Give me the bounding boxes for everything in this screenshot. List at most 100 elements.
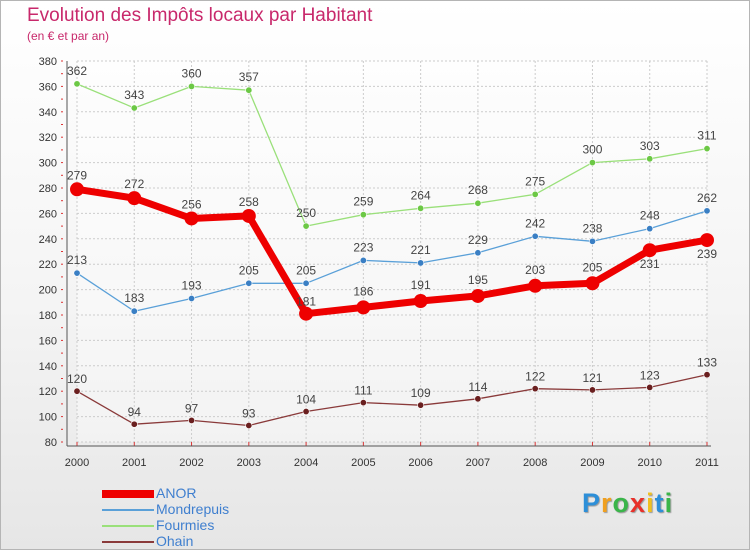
data-label: 186 <box>353 284 373 298</box>
data-point <box>188 82 196 90</box>
data-label: 205 <box>582 260 602 274</box>
logo-letter: r <box>601 488 613 518</box>
series-fourmies <box>73 80 711 230</box>
data-point <box>302 279 310 287</box>
data-label: 121 <box>582 371 602 385</box>
data-point <box>531 232 539 240</box>
y-tick-label: 280 <box>39 183 57 195</box>
data-label: 205 <box>239 263 259 277</box>
data-point <box>188 416 196 424</box>
legend-swatch <box>102 541 154 543</box>
plot-background <box>77 61 707 442</box>
data-label: 239 <box>697 247 717 261</box>
y-tick-label: 240 <box>39 234 57 246</box>
data-point <box>359 399 367 407</box>
x-tick-label: 2004 <box>294 457 318 469</box>
y-tick-label: 180 <box>39 310 57 322</box>
data-label: 133 <box>697 356 717 370</box>
y-tick-label: 360 <box>39 81 57 93</box>
data-label: 268 <box>468 183 488 197</box>
logo-letter: o <box>612 488 631 518</box>
data-label: 238 <box>582 221 602 235</box>
data-label: 357 <box>239 70 259 84</box>
data-point <box>588 237 596 245</box>
legend-label: Mondrepuis <box>156 501 230 517</box>
data-point <box>245 279 253 287</box>
legend-label: Fourmies <box>156 517 215 533</box>
data-point <box>73 387 81 395</box>
series-line <box>73 185 711 318</box>
data-point <box>359 211 367 219</box>
data-label: 109 <box>411 386 431 400</box>
data-label: 193 <box>182 278 202 292</box>
data-label: 183 <box>124 291 144 305</box>
legend-label: ANOR <box>156 485 197 501</box>
data-point <box>646 383 654 391</box>
proxiti-logo: Proxiti <box>582 488 673 519</box>
data-label: 104 <box>296 393 316 407</box>
data-label: 203 <box>525 263 545 277</box>
data-label: 181 <box>296 295 316 309</box>
y-tick-label: 120 <box>39 386 57 398</box>
series-mondrepuis <box>73 207 711 315</box>
data-label: 311 <box>697 129 716 143</box>
data-label: 195 <box>468 273 488 287</box>
data-label: 122 <box>525 370 545 384</box>
data-label: 93 <box>242 406 256 420</box>
x-tick-label: 2002 <box>179 457 203 469</box>
y-tick-label: 80 <box>45 437 57 449</box>
data-label: 205 <box>296 263 316 277</box>
data-point <box>531 385 539 393</box>
data-point <box>474 199 482 207</box>
legend-swatch <box>102 509 154 511</box>
data-label: 97 <box>185 401 199 415</box>
data-point <box>245 421 253 429</box>
y-tick-label: 160 <box>39 335 57 347</box>
data-label: 258 <box>239 195 259 209</box>
data-label: 221 <box>411 243 431 257</box>
y-tick-label: 200 <box>39 285 57 297</box>
y-tick-label: 300 <box>39 158 57 170</box>
data-point <box>70 182 84 197</box>
data-label: 300 <box>582 143 602 157</box>
data-label: 264 <box>411 188 431 202</box>
y-tick-label: 140 <box>39 361 57 373</box>
x-tick-label: 2008 <box>523 457 547 469</box>
x-tick-label: 2001 <box>122 457 146 469</box>
data-label: 279 <box>67 168 87 182</box>
data-point <box>474 249 482 257</box>
data-point <box>359 256 367 264</box>
data-label: 262 <box>697 191 717 205</box>
data-label: 272 <box>124 177 144 191</box>
data-label: 250 <box>296 206 316 220</box>
logo-letter: t <box>654 488 665 518</box>
data-label: 275 <box>525 174 545 188</box>
data-label: 248 <box>640 209 660 223</box>
x-tick-label: 2011 <box>695 457 719 469</box>
data-point <box>130 420 138 428</box>
data-label: 256 <box>182 197 202 211</box>
x-tick-label: 2009 <box>580 457 604 469</box>
data-point <box>130 307 138 315</box>
series-ohain <box>73 371 711 429</box>
logo-letter: i <box>664 488 674 518</box>
data-point <box>417 259 425 267</box>
data-point <box>241 208 256 223</box>
data-point <box>703 207 711 215</box>
data-point <box>73 269 81 277</box>
data-point <box>700 233 714 248</box>
data-point <box>417 401 425 409</box>
data-point <box>417 204 425 212</box>
data-point <box>73 80 81 88</box>
data-label: 343 <box>124 88 144 102</box>
legend-label: Ohain <box>156 533 194 549</box>
data-label: 114 <box>468 380 487 394</box>
data-label: 360 <box>182 66 202 80</box>
logo-letter: i <box>646 488 655 518</box>
data-point <box>127 191 142 206</box>
y-tick-label: 220 <box>39 259 57 271</box>
series-anor <box>70 182 714 321</box>
data-label: 120 <box>67 372 87 386</box>
legend-swatch <box>102 490 154 498</box>
data-point <box>528 278 543 293</box>
